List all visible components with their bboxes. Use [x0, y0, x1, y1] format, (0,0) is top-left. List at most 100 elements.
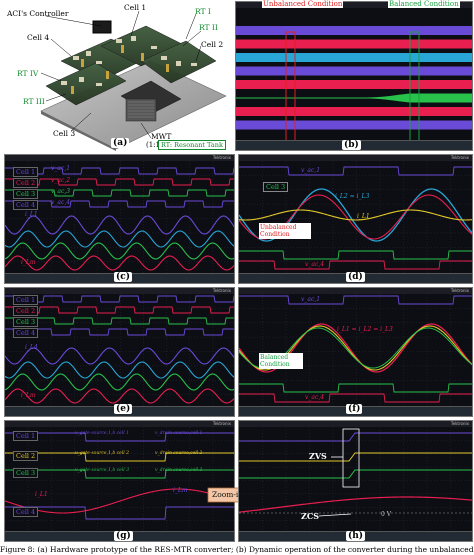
callout-rt4: RT IV: [17, 69, 39, 78]
cell-1-label: Cell 1: [13, 167, 39, 177]
unbalanced-label: Unbalanced Condition: [262, 0, 344, 8]
cell-3-label: Cell 3: [263, 182, 289, 192]
unbalanced-note: Unbalanced Condition: [259, 223, 311, 239]
scope-brand: Tektronix: [212, 288, 231, 293]
cell-4-label: Cell 4: [13, 507, 39, 517]
panel-f-label: (f): [346, 404, 363, 414]
cell-2-label: Cell 2: [13, 451, 39, 461]
scope-brand: Tektronix: [212, 421, 231, 426]
scope-topbar: [239, 288, 472, 294]
prototype-photo-illustration: [40, 10, 227, 151]
zcs-label: ZCS: [301, 511, 319, 521]
vac4-trace: [5, 200, 234, 208]
cell-1-label: Cell 1: [13, 295, 39, 305]
panel-h-label: (h): [346, 531, 366, 541]
callout-cell1: Cell 1: [124, 3, 147, 12]
cell-3-label: Cell 3: [13, 468, 39, 478]
callout-cell2: Cell 2: [201, 40, 224, 49]
sig-il-equal: i_L1 = i_L2 = i_L3: [337, 326, 393, 333]
il1-trace: [239, 496, 472, 513]
band-trace: [236, 93, 472, 103]
cell-4-label: Cell 4: [13, 328, 39, 338]
panel-e-scope: Tektronix Cell 1 Cell 2 Cell 3 Cell 4 i_…: [4, 287, 235, 417]
callout-rt2: RT II: [199, 23, 218, 32]
vac1-trace: [239, 166, 472, 176]
sig-gate1: v_gate-source,1,b cell 1: [75, 431, 129, 436]
callout-controller: ACI's Controller: [7, 9, 69, 18]
band-trace: [236, 80, 472, 89]
sig-drain1: v_drain-source,cell 1: [155, 431, 203, 436]
cell-1-label: Cell 1: [13, 431, 39, 441]
zcs-arrow: [318, 513, 352, 517]
vac2-trace: [5, 306, 234, 314]
vac1-trace: [239, 295, 472, 305]
gate3-trace: [5, 469, 234, 479]
sig-gate3: v_gate-source,1,b cell 3: [75, 468, 129, 473]
sig-drain2: v_drain-source,cell 2: [155, 451, 203, 456]
vac4-trace: [5, 328, 234, 336]
panel-h-scope: Tektronix ZVS ZCS 0 V: [238, 420, 473, 542]
scope-brand: Tektronix: [212, 155, 231, 160]
zvs-label: ZVS: [309, 451, 327, 461]
panel-b-bands: [236, 26, 472, 145]
il1-trace: [239, 209, 472, 221]
cell-2-label: Cell 2: [13, 178, 39, 188]
cell-4-label: Cell 4: [13, 200, 39, 210]
il3-trace: [5, 242, 234, 260]
sig-vac4: v_ac,4: [305, 261, 325, 268]
gate3-trace: [239, 469, 472, 479]
panel-g-scope: Tektronix Cell 1 Cell 2 Cell 3 Cell 4 v_…: [4, 420, 235, 542]
panel-d-label: (d): [346, 272, 365, 282]
callout-mwt: MWT: [151, 132, 172, 141]
callout-cell3: Cell 3: [53, 129, 76, 138]
balanced-note: Balanced Condition: [259, 353, 303, 369]
callout-rt1: RT I: [195, 7, 211, 16]
callout-rt3: RT III: [23, 97, 45, 106]
panel-b-label: (b): [342, 140, 361, 150]
ilm-trace: [5, 388, 234, 404]
panel-e-label: (e): [114, 404, 133, 414]
sig-ilm: i_Lm: [21, 392, 36, 399]
il3-trace: [5, 373, 234, 391]
sig-vac1: v_ac,1: [301, 167, 321, 174]
sig-il1: i_L1: [357, 213, 370, 220]
sig-il4: i_L4: [25, 344, 38, 351]
cell-3-label: Cell 3: [13, 317, 39, 327]
cell-3-label: Cell 3: [13, 189, 39, 199]
vac4-trace: [239, 393, 472, 403]
vac3-trace: [5, 189, 234, 197]
panel-a-label: (a): [111, 138, 130, 148]
resonant-tank-legend: RT: Resonant Tank: [158, 140, 226, 150]
cell-2-label: Cell 2: [13, 306, 39, 316]
panel-g-label: (g): [114, 531, 133, 541]
band-trace: [236, 39, 472, 49]
panel-f-scope: Tektronix v_ac,1 i_L1 = i_L2 = i_L3 Bala…: [238, 287, 473, 417]
il1-trace: [5, 488, 234, 514]
zoom-in-label: Zoom-in: [212, 490, 244, 499]
band-trace: [236, 26, 472, 35]
gate1-trace: [239, 432, 472, 442]
vac4-trace: [5, 506, 234, 520]
gate2-trace: [239, 452, 472, 462]
vac3-trace: [239, 383, 472, 393]
sig-vac1: v_ac,1: [51, 165, 71, 172]
vac4-trace: [239, 260, 472, 270]
scope-topbar: [5, 421, 234, 427]
panel-b-scope: [235, 1, 473, 151]
panel-h-waves: [239, 427, 472, 534]
callout-cell4: Cell 4: [27, 33, 50, 42]
gate1-trace: [5, 432, 234, 442]
il2-trace: [5, 230, 234, 248]
scope-topbar: [236, 2, 472, 8]
panel-a-photo: ACI's Controller Cell 1 RT I RT II Cell …: [1, 1, 232, 151]
vac1-trace: [5, 167, 234, 175]
scope-topbar: [239, 155, 472, 161]
panel-d-scope: Tektronix Cell 3 v_ac,1 i_L2 ≈ i_L3 i_L1…: [238, 154, 473, 284]
sig-vac1: v_ac,1: [301, 296, 321, 303]
sig-vac4: v_ac,4: [51, 199, 71, 206]
sig-ilm: i_Lm: [21, 259, 36, 266]
balanced-label: Balanced Condition: [388, 0, 460, 8]
panel-c-scope: Tektronix Cell 1 Cell 2 Cell 3 Cell 4 v_…: [4, 154, 235, 284]
scope-brand: Tektronix: [450, 155, 469, 160]
band-trace: [236, 66, 472, 76]
